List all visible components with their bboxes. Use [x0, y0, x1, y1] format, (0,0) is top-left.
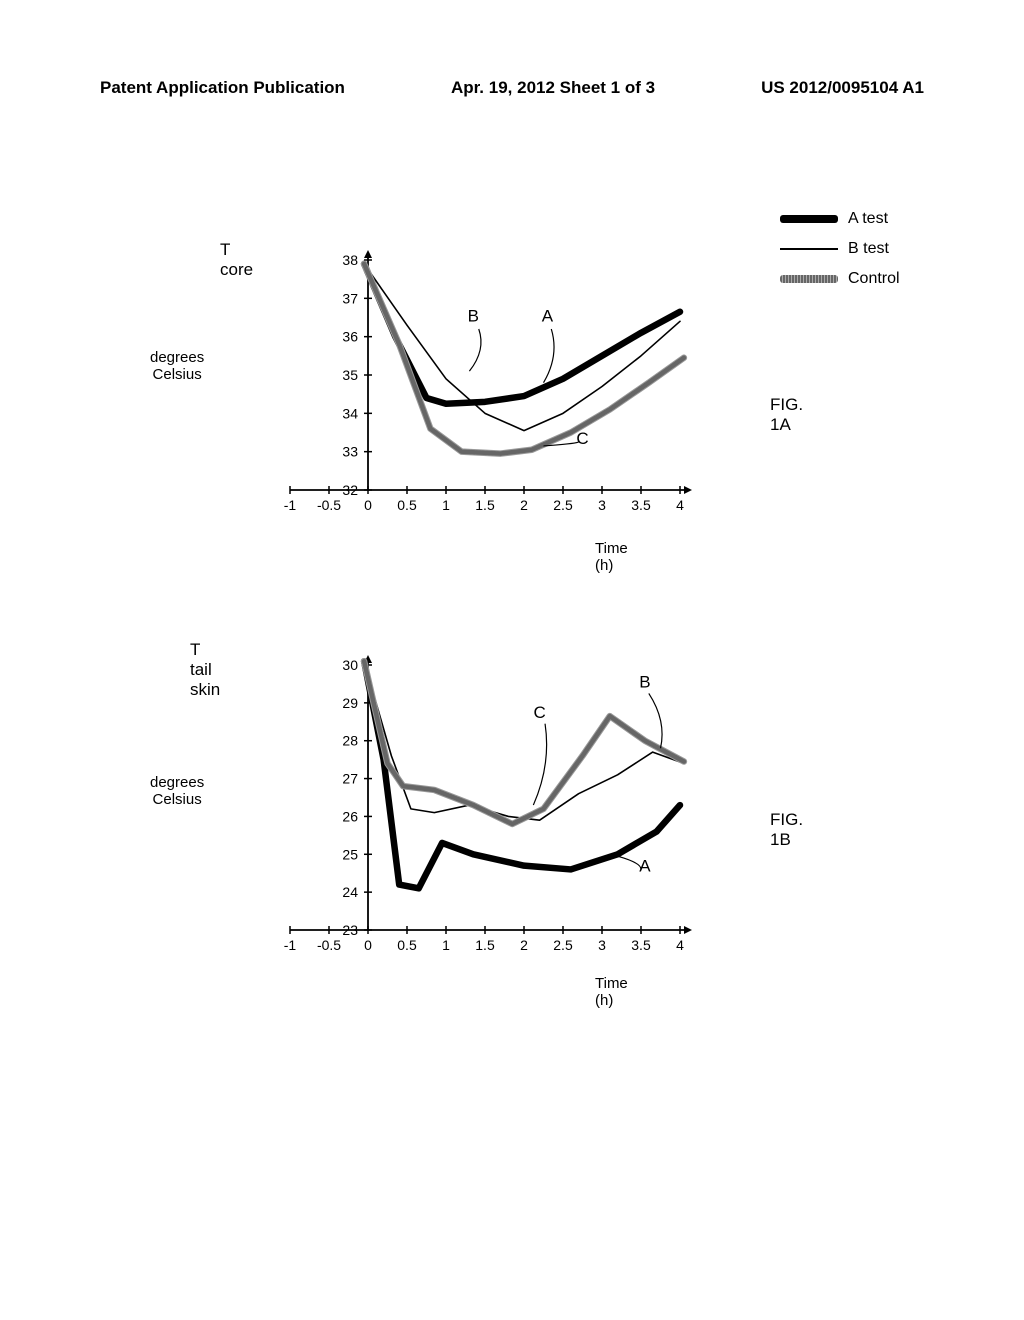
legend-item: A test — [780, 210, 900, 228]
svg-text:-1: -1 — [284, 497, 297, 513]
svg-text:0: 0 — [364, 937, 372, 953]
legend-label: A test — [848, 210, 888, 228]
svg-text:B: B — [639, 673, 650, 692]
svg-text:-0.5: -0.5 — [317, 937, 341, 953]
svg-text:2: 2 — [520, 937, 528, 953]
svg-text:23: 23 — [342, 922, 358, 938]
svg-text:3: 3 — [598, 937, 606, 953]
svg-text:2: 2 — [520, 497, 528, 513]
svg-text:1: 1 — [442, 497, 450, 513]
svg-text:0: 0 — [364, 497, 372, 513]
legend-swatch-icon — [780, 248, 838, 250]
svg-text:2.5: 2.5 — [553, 497, 573, 513]
svg-text:C: C — [533, 703, 545, 722]
svg-text:28: 28 — [342, 733, 358, 749]
svg-text:A: A — [542, 306, 554, 325]
svg-text:B: B — [468, 306, 479, 325]
legend-label: Control — [848, 270, 900, 288]
svg-text:1: 1 — [442, 937, 450, 953]
svg-text:3.5: 3.5 — [631, 937, 651, 953]
svg-text:26: 26 — [342, 808, 358, 824]
svg-text:0.5: 0.5 — [397, 937, 417, 953]
x-axis-label-1a: Time (h) — [595, 540, 628, 574]
svg-text:3: 3 — [598, 497, 606, 513]
figure-label-1b: FIG. 1B — [770, 810, 803, 850]
header-center: Apr. 19, 2012 Sheet 1 of 3 — [451, 78, 655, 98]
svg-text:-1: -1 — [284, 937, 297, 953]
svg-text:A: A — [639, 856, 651, 875]
legend-swatch-icon — [780, 275, 838, 283]
svg-text:32: 32 — [342, 482, 358, 498]
svg-text:30: 30 — [342, 657, 358, 673]
svg-text:35: 35 — [342, 367, 358, 383]
svg-text:C: C — [576, 429, 588, 448]
svg-text:36: 36 — [342, 329, 358, 345]
svg-text:4: 4 — [676, 937, 684, 953]
svg-text:24: 24 — [342, 884, 358, 900]
svg-text:27: 27 — [342, 771, 358, 787]
chart-svg-1a: 32 33 34 35 36 37 38 -1 -0.5 0 0.5 1 1.5 2 2.5 3 3.5 4 B A C — [180, 250, 710, 535]
svg-text:-0.5: -0.5 — [317, 497, 341, 513]
legend-swatch-icon — [780, 215, 838, 223]
header-left: Patent Application Publication — [100, 78, 345, 98]
svg-text:34: 34 — [342, 405, 358, 421]
svg-text:33: 33 — [342, 444, 358, 460]
legend-label: B test — [848, 240, 889, 258]
svg-text:3.5: 3.5 — [631, 497, 651, 513]
figure-label-1a: FIG. 1A — [770, 395, 803, 435]
svg-text:29: 29 — [342, 695, 358, 711]
svg-text:38: 38 — [342, 252, 358, 268]
svg-text:2.5: 2.5 — [553, 937, 573, 953]
page-header: Patent Application Publication Apr. 19, … — [0, 78, 1024, 98]
chart-svg-1b: 23 24 25 26 27 28 29 30 -1 -0.5 0 0.5 1 1.5 2 2.5 3 3.5 4 C… — [180, 655, 710, 975]
legend-item: B test — [780, 240, 900, 258]
svg-text:1.5: 1.5 — [475, 937, 495, 953]
x-axis-label-1b: Time (h) — [595, 975, 628, 1009]
legend-item: Control — [780, 270, 900, 288]
series-legend: A test B test Control — [780, 210, 900, 300]
svg-text:37: 37 — [342, 290, 358, 306]
svg-text:0.5: 0.5 — [397, 497, 417, 513]
header-right: US 2012/0095104 A1 — [761, 78, 924, 98]
svg-text:25: 25 — [342, 846, 358, 862]
svg-text:4: 4 — [676, 497, 684, 513]
svg-text:1.5: 1.5 — [475, 497, 495, 513]
